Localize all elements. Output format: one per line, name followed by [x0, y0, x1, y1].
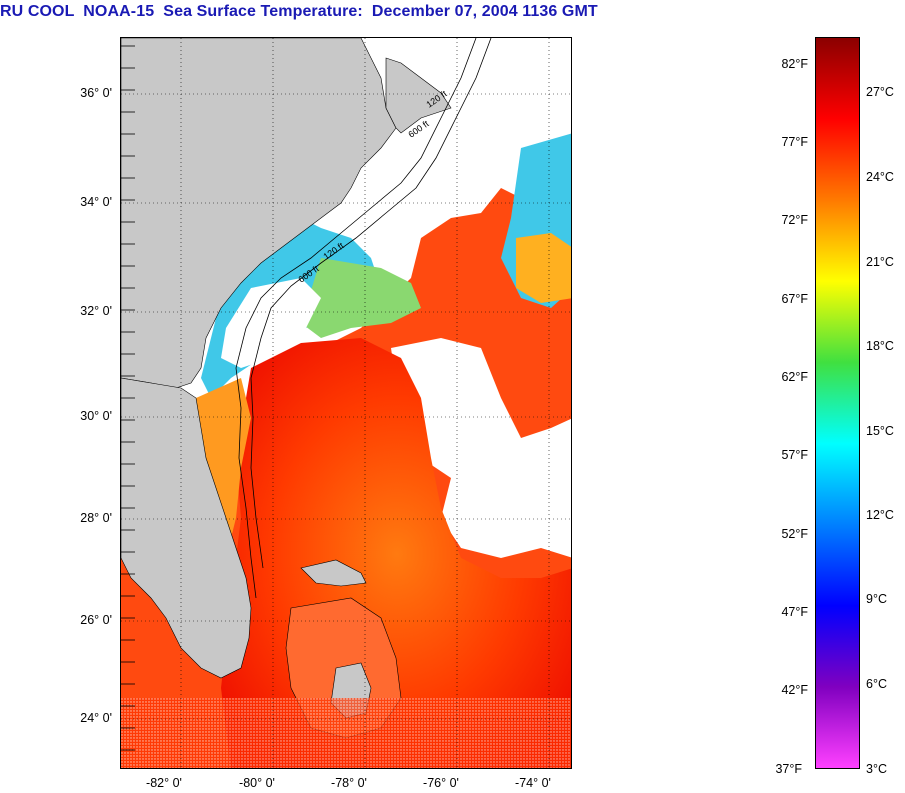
transition-water [196, 378, 251, 558]
celsius-label: 3°C [866, 762, 887, 776]
mid-patch-east [516, 233, 571, 303]
lat-label: 30° 0' [80, 409, 112, 423]
temperature-colorbar [815, 37, 860, 769]
fahrenheit-label: 57°F [781, 448, 808, 462]
fahrenheit-label: 47°F [781, 605, 808, 619]
celsius-label: 6°C [866, 677, 887, 691]
contour-120ft [235, 38, 477, 599]
outer-banks [385, 57, 452, 134]
fahrenheit-label: 77°F [781, 135, 808, 149]
celsius-label: 15°C [866, 424, 894, 438]
lat-label: 28° 0' [80, 511, 112, 525]
fahrenheit-label: 62°F [781, 370, 808, 384]
contour-600ft [250, 38, 492, 569]
cool-shelf-water-2 [301, 258, 421, 338]
noise-band [121, 698, 571, 768]
celsius-label: 21°C [866, 255, 894, 269]
florida-peninsula [121, 377, 252, 679]
celsius-label: 24°C [866, 170, 894, 184]
lat-label: 26° 0' [80, 613, 112, 627]
lat-label: 36° 0' [80, 86, 112, 100]
celsius-label: 12°C [866, 508, 894, 522]
lon-label: -74° 0' [515, 776, 551, 790]
lon-label: -80° 0' [239, 776, 275, 790]
fahrenheit-label: 37°F [775, 762, 802, 776]
graticule [121, 38, 571, 768]
lat-label: 24° 0' [80, 711, 112, 725]
florida-land [121, 38, 397, 389]
lon-label: -78° 0' [331, 776, 367, 790]
celsius-label: 9°C [866, 592, 887, 606]
lon-label: -76° 0' [423, 776, 459, 790]
lat-label: 32° 0' [80, 304, 112, 318]
fahrenheit-label: 72°F [781, 213, 808, 227]
sst-map[interactable]: 120 ft 600 ft 120 ft 600 ft [120, 37, 572, 769]
fahrenheit-label: 42°F [781, 683, 808, 697]
lat-label: 34° 0' [80, 195, 112, 209]
fahrenheit-label: 52°F [781, 527, 808, 541]
cloud-cover-shelf [221, 278, 321, 368]
celsius-label: 18°C [866, 339, 894, 353]
fahrenheit-label: 67°F [781, 292, 808, 306]
lon-label: -82° 0' [146, 776, 182, 790]
celsius-label: 27°C [866, 85, 894, 99]
grand-bahama [300, 559, 367, 587]
map-title: RU COOL NOAA-15 Sea Surface Temperature:… [0, 3, 598, 20]
fahrenheit-label: 82°F [781, 57, 808, 71]
cloud-cover-east [391, 338, 571, 558]
